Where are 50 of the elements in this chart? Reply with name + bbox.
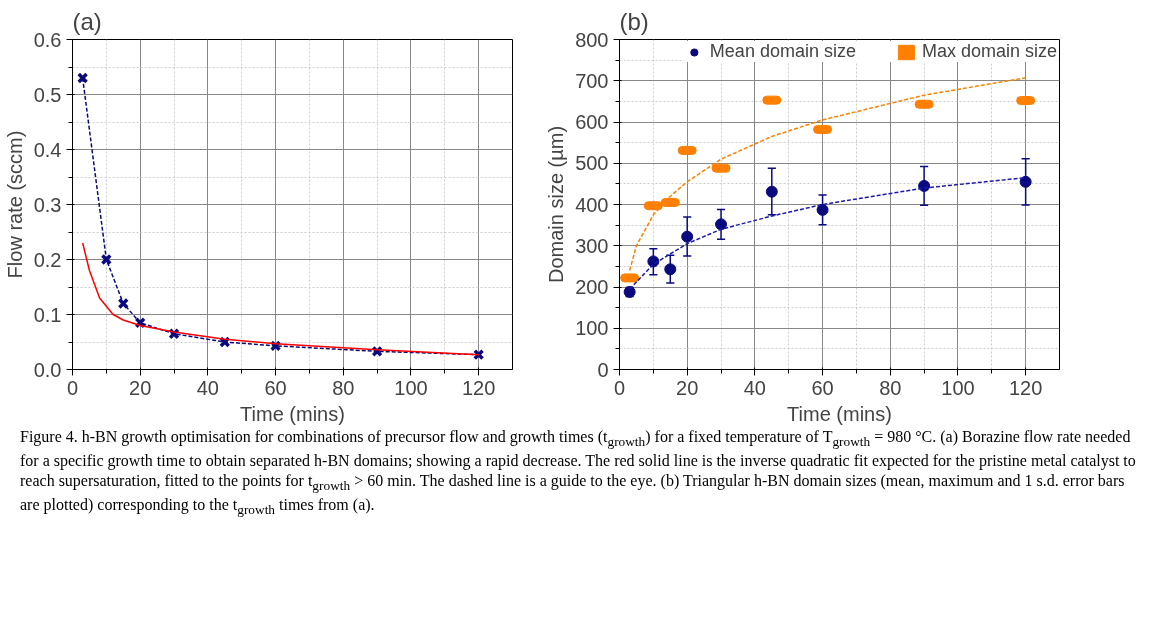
x-tick-label: 100 [394, 376, 428, 399]
chart-title: (a) [72, 7, 102, 35]
y-axis-title: Flow rate (sccm) [3, 130, 26, 279]
x-tick-label: 20 [676, 376, 699, 399]
point [681, 230, 694, 243]
point [816, 203, 829, 216]
point [664, 263, 677, 276]
x-tick-label: 120 [1008, 376, 1043, 399]
y-tick-label: 0.0 [33, 358, 62, 381]
chart-title: (b) [619, 7, 649, 35]
point [1019, 175, 1032, 188]
y-tick-label: 600 [575, 111, 609, 133]
y-tick-label: 0.3 [33, 193, 62, 216]
y-tick-label: 700 [575, 69, 609, 92]
x-axis-title: Time (mins) [240, 402, 345, 425]
y-tick-label: 0.4 [33, 138, 62, 161]
x-tick-label: 80 [332, 376, 355, 399]
y-tick-label: 0.2 [33, 248, 62, 271]
text: Figure 4. h-BN growth optimisation for combinations of precursor flow and growth times (t$_{growth}$) for a fixed temperature of T$_{growth}$ = 980 °C. (a) Borazine flow rate needed for a specific growth time to obtain separated h-BN domains; showing a rapid decrease. The red solid line is the inverse quadratic fit expected for the pristine metal catalyst to reach supersaturation, fitted to the points for t$_{growth}$ > 60 min. The dashed line is a guide to the eye. (b) Triangular h-BN domain sizes (mean, maximum and 1 s.d. error bars are plotted) corresponding to the t$_{growth}$ times from (a). [20, 428, 1136, 517]
y-tick-label: 500 [575, 152, 609, 175]
point [77, 72, 89, 84]
x-tick-label: 60 [811, 376, 834, 399]
point [715, 218, 728, 231]
legend-label: Max domain size [921, 41, 1057, 62]
y-tick-label: 200 [575, 276, 609, 298]
y-tick-label: 0.5 [33, 83, 62, 106]
point [117, 297, 129, 310]
x-tick-label: 20 [129, 376, 152, 399]
y-tick-label: 400 [575, 193, 609, 216]
line-series [628, 77, 1027, 272]
x-tick-label: 0 [613, 376, 626, 399]
x-axis-title: Time (mins) [787, 402, 892, 425]
x-tick-label: 40 [196, 376, 220, 399]
y-tick-label: 100 [575, 317, 609, 340]
point [765, 185, 778, 198]
y-tick-label: 0.1 [33, 303, 62, 326]
x-tick-label: 120 [461, 376, 496, 399]
x-tick-label: 80 [879, 376, 902, 399]
legend-label: Mean domain size [709, 41, 856, 62]
point [100, 253, 112, 266]
y-tick-label: 300 [575, 234, 609, 257]
y-tick-label: 0.6 [33, 28, 62, 51]
x-tick-label: 0 [66, 376, 79, 399]
line-series [81, 242, 480, 356]
y-tick-label: 800 [575, 28, 609, 51]
x-tick-label: 60 [264, 376, 287, 399]
y-tick-label: 0 [597, 358, 609, 381]
x-tick-label: 40 [743, 376, 767, 399]
x-tick-label: 100 [941, 376, 975, 399]
y-axis-title: Domain size (µm) [545, 125, 568, 284]
